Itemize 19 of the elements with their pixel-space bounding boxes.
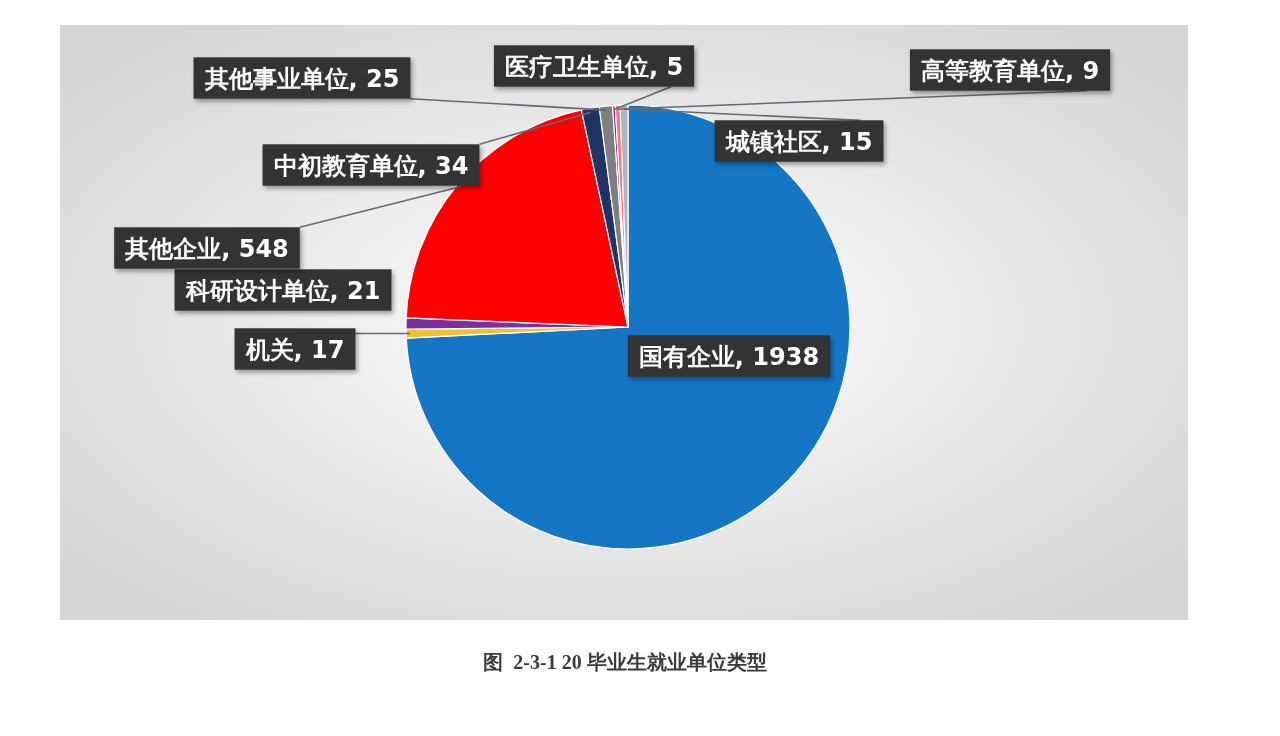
data-label: , 17 (293, 335, 345, 364)
data-label: , 1938 (734, 342, 820, 371)
slice-label: 机关 (244, 335, 294, 364)
slice-label: 高等教育单位 (920, 56, 1065, 85)
slice-label: 其他事业单位 (203, 64, 349, 93)
data-label: , 25 (348, 64, 400, 93)
slice-label: 国有企业 (638, 342, 735, 371)
data-label: , 9 (1064, 56, 1100, 85)
slice-label: 医疗卫生单位 (504, 52, 649, 81)
data-label: , 5 (648, 52, 684, 81)
slice-label: 城镇社区 (724, 127, 822, 156)
data-label: , 34 (417, 151, 469, 180)
text: 图 2-3-1 20 毕业生就业单位类型 (483, 650, 767, 673)
slice-label: 中初教育单位 (273, 151, 418, 180)
data-label: , 21 (329, 276, 381, 305)
data-label: , 548 (221, 234, 289, 263)
data-label: , 15 (821, 127, 873, 156)
slice-label: 其他企业 (124, 234, 222, 263)
slice-label: 科研设计单位 (184, 276, 330, 305)
